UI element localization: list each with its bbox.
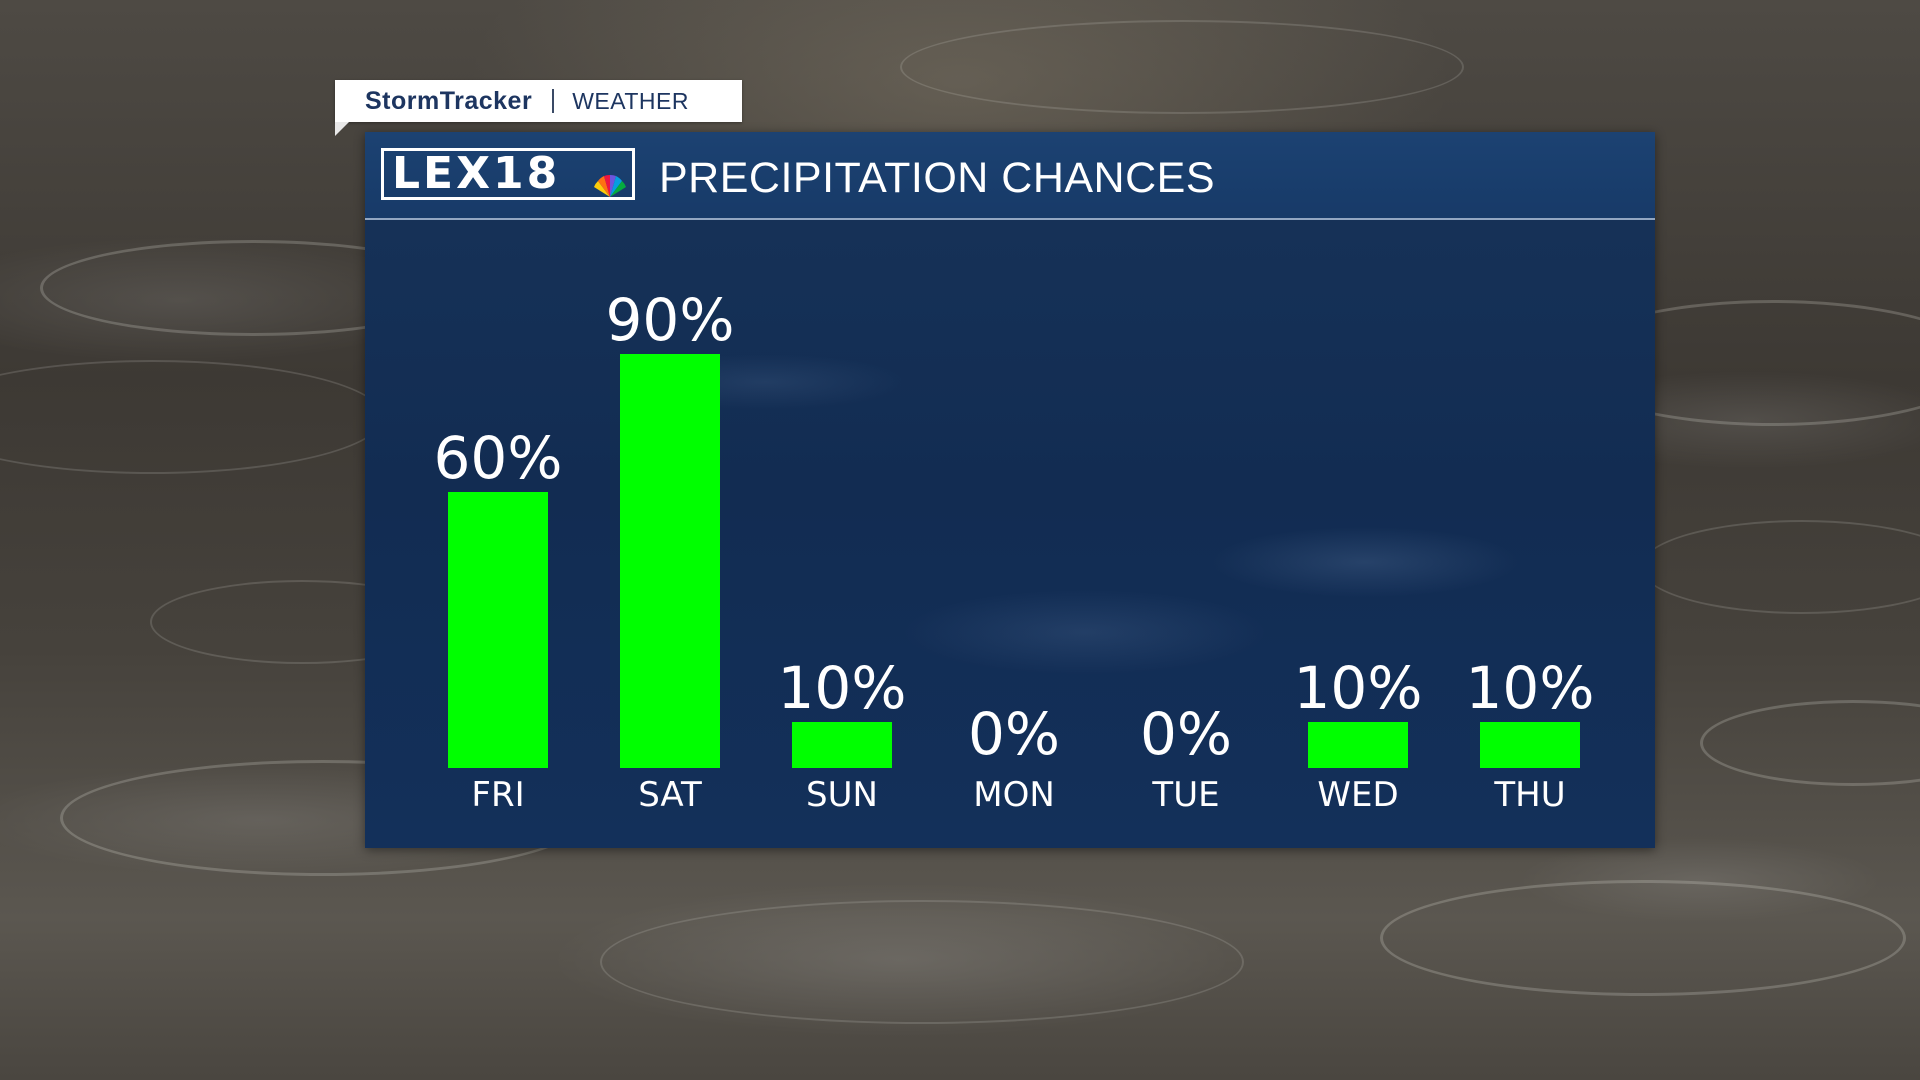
category-label-fri: FRI <box>471 775 524 815</box>
weather-label: WEATHER <box>572 87 689 114</box>
value-label-sun: 10% <box>778 654 907 722</box>
category-label-thu: THU <box>1493 775 1565 815</box>
category-label-tue: TUE <box>1151 775 1219 815</box>
bar-sun <box>792 722 892 768</box>
peacock-icon <box>594 174 626 197</box>
category-label-sun: SUN <box>806 775 878 815</box>
panel-title: PRECIPITATION CHANCES <box>659 154 1216 202</box>
value-label-thu: 10% <box>1466 654 1595 722</box>
bar-fri <box>448 492 548 768</box>
value-label-tue: 0% <box>1140 700 1232 768</box>
value-label-fri: 60% <box>434 424 563 492</box>
bar-wed <box>1308 722 1408 768</box>
tag-notch <box>335 122 349 136</box>
category-label-mon: MON <box>973 775 1055 815</box>
logo-text: LEX18 <box>392 148 561 199</box>
stormtracker-brand: StormTracker <box>365 86 533 115</box>
panel-header: LEX18 PRECIPITATION CHANCES <box>365 132 1655 220</box>
bar-sat <box>620 354 720 768</box>
value-label-wed: 10% <box>1294 654 1423 722</box>
value-label-sat: 90% <box>606 286 735 354</box>
bar-thu <box>1480 722 1580 768</box>
value-label-mon: 0% <box>968 700 1060 768</box>
category-label-sat: SAT <box>638 775 702 815</box>
precipitation-bar-chart: 60% FRI 90% SAT 10% SUN 0% MON 0% TUE 10% WED 10% THU <box>434 286 1595 815</box>
precipitation-panel: LEX18 PRECIPITATION CHANCES 60% FRI 90% SAT… <box>365 132 1655 848</box>
stormtracker-weather-tag: StormTracker WEATHER <box>335 80 742 122</box>
station-logo: LEX18 <box>381 148 635 200</box>
category-label-wed: WED <box>1317 775 1398 815</box>
tag-divider <box>552 89 555 113</box>
